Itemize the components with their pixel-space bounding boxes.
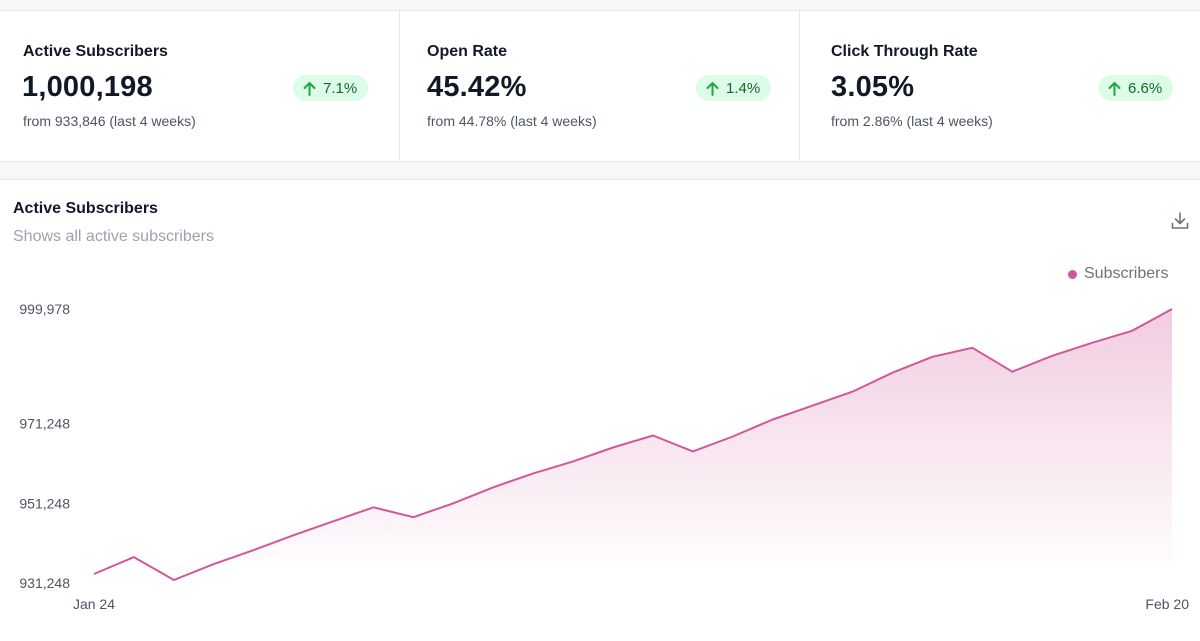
data-point	[131, 554, 137, 560]
data-point	[810, 403, 816, 409]
chart-title: Active Subscribers	[13, 200, 158, 217]
arrow-up-icon	[1108, 81, 1121, 96]
x-tick-label: Jan 24	[73, 596, 115, 612]
chart-legend: Subscribers	[1068, 265, 1168, 283]
y-tick-label: 999,978	[19, 301, 70, 317]
x-tick-label: Feb 20	[1145, 596, 1189, 612]
data-point	[690, 448, 696, 454]
stat-value: 45.42%	[427, 71, 527, 103]
data-point	[331, 518, 337, 524]
download-button[interactable]	[1169, 210, 1191, 232]
data-point	[291, 532, 297, 538]
stat-card-click-through-rate: Click Through Rate 3.05% 6.6% from 2.86%…	[800, 11, 1200, 161]
data-point	[1089, 340, 1095, 346]
change-badge: 7.1%	[293, 75, 369, 101]
data-point	[490, 484, 496, 490]
legend-swatch	[1068, 269, 1077, 279]
stats-row: Active Subscribers 1,000,198 7.1% from 9…	[0, 11, 1200, 162]
data-point	[171, 577, 177, 583]
data-point	[570, 458, 576, 464]
stat-label: Click Through Rate	[831, 43, 978, 60]
legend-label: Subscribers	[1084, 265, 1169, 282]
data-point	[91, 571, 97, 577]
data-point	[1129, 328, 1135, 334]
data-point	[969, 345, 975, 351]
change-value: 1.4%	[726, 79, 761, 97]
change-value: 6.6%	[1128, 79, 1163, 97]
chart-subtitle: Shows all active subscribers	[13, 228, 214, 245]
stat-value: 1,000,198	[22, 71, 153, 103]
change-value: 7.1%	[323, 79, 358, 97]
change-badge: 1.4%	[696, 75, 772, 101]
y-tick-label: 931,248	[19, 575, 70, 591]
stat-label: Open Rate	[427, 43, 508, 60]
data-point	[211, 561, 217, 567]
stat-label: Active Subscribers	[23, 43, 168, 60]
data-point	[770, 417, 776, 423]
data-point	[850, 389, 856, 395]
data-point	[410, 514, 416, 520]
stat-card-open-rate: Open Rate 45.42% 1.4% from 44.78% (last …	[400, 11, 800, 161]
data-point	[450, 500, 456, 506]
data-point	[1009, 369, 1015, 375]
y-tick-label: 971,248	[19, 416, 70, 432]
series-line-subscribers	[93, 308, 1173, 581]
series-area-subscribers	[94, 309, 1172, 580]
data-point	[371, 504, 377, 510]
data-point	[1049, 353, 1055, 359]
arrow-up-icon	[706, 81, 719, 96]
stat-comparison: from 933,846 (last 4 weeks)	[23, 113, 196, 129]
y-tick-label: 951,248	[19, 495, 70, 511]
data-point	[530, 470, 536, 476]
change-badge: 6.6%	[1098, 75, 1174, 101]
data-point	[929, 354, 935, 360]
data-point	[730, 434, 736, 440]
data-point	[650, 433, 656, 439]
stat-value: 3.05%	[831, 71, 915, 103]
stat-comparison: from 44.78% (last 4 weeks)	[427, 113, 597, 129]
data-point	[610, 445, 616, 451]
data-point	[251, 547, 257, 553]
download-icon	[1171, 212, 1189, 229]
data-point	[1169, 306, 1175, 312]
stat-comparison: from 2.86% (last 4 weeks)	[831, 113, 993, 129]
top-strip	[0, 0, 1200, 11]
stat-card-active-subscribers: Active Subscribers 1,000,198 7.1% from 9…	[0, 11, 400, 161]
data-point	[890, 370, 896, 376]
arrow-up-icon	[303, 81, 316, 96]
section-divider	[0, 162, 1200, 180]
